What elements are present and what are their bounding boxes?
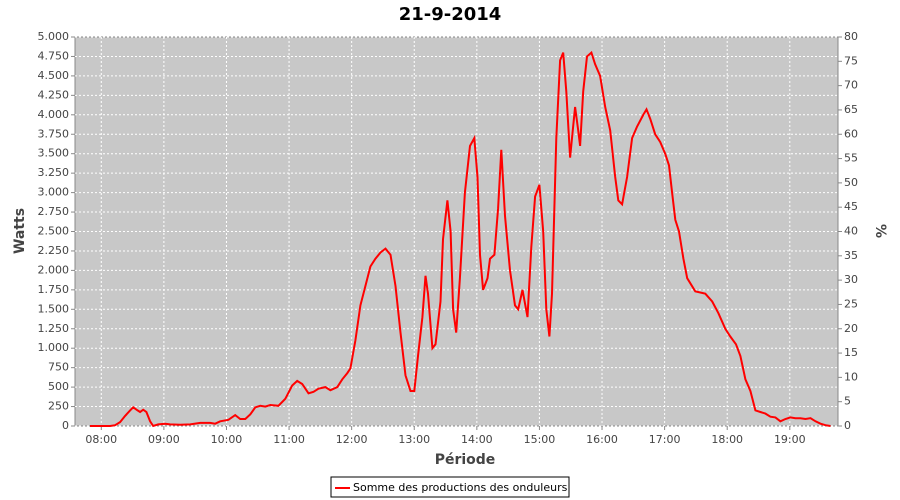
y-tick-label: 2.500 — [38, 225, 70, 238]
x-tick-label: 14:00 — [461, 433, 493, 446]
x-tick-label: 11:00 — [273, 433, 305, 446]
y-tick-label: 3.250 — [38, 166, 70, 179]
y-axis-label: Watts — [12, 208, 28, 254]
y-tick-label: 1.000 — [38, 341, 70, 354]
y-tick-label: 4.750 — [38, 49, 70, 62]
x-tick-label: 18:00 — [711, 433, 743, 446]
y2-tick-label: 35 — [844, 249, 858, 262]
x-axis-label: Période — [435, 452, 496, 468]
y2-tick-label: 5 — [844, 395, 851, 408]
y2-tick-label: 10 — [844, 370, 858, 383]
y2-tick-label: 30 — [844, 273, 858, 286]
y2-tick-label: 60 — [844, 127, 858, 140]
y2-tick-label: 65 — [844, 103, 858, 116]
x-tick-label: 12:00 — [336, 433, 368, 446]
y2-tick-label: 15 — [844, 346, 858, 359]
y2-tick-label: 50 — [844, 176, 858, 189]
x-tick-label: 16:00 — [586, 433, 618, 446]
y-tick-label: 2.750 — [38, 205, 70, 218]
y2-tick-label: 80 — [844, 30, 858, 43]
x-tick-label: 09:00 — [148, 433, 180, 446]
y-tick-label: 0 — [62, 419, 69, 432]
y2-tick-label: 0 — [844, 419, 851, 432]
x-tick-label: 08:00 — [85, 433, 117, 446]
y-tick-label: 250 — [48, 400, 69, 413]
y-tick-label: 1.500 — [38, 302, 70, 315]
legend — [330, 476, 570, 498]
x-tick-label: 10:00 — [211, 433, 243, 446]
y2-tick-label: 20 — [844, 322, 858, 335]
y-tick-label: 3.500 — [38, 147, 70, 160]
x-tick-label: 13:00 — [398, 433, 430, 446]
x-tick-label: 17:00 — [649, 433, 681, 446]
y-tick-label: 2.250 — [38, 244, 70, 257]
y-tick-label: 5.000 — [38, 30, 70, 43]
y-tick-label: 1.750 — [38, 283, 70, 296]
y-tick-label: 2.000 — [38, 263, 70, 276]
y2-axis-label: % — [872, 224, 888, 238]
x-tick-label: 19:00 — [774, 433, 806, 446]
y2-tick-label: 55 — [844, 152, 858, 165]
y-tick-label: 4.000 — [38, 108, 70, 121]
y-tick-label: 3.000 — [38, 186, 70, 199]
y-tick-label: 750 — [48, 361, 69, 374]
y2-tick-label: 70 — [844, 79, 858, 92]
y-tick-label: 4.500 — [38, 69, 70, 82]
legend-label: Somme des productions des onduleurs — [353, 481, 568, 494]
y2-tick-label: 40 — [844, 225, 858, 238]
x-tick-label: 15:00 — [524, 433, 556, 446]
y-tick-label: 1.250 — [38, 322, 70, 335]
y2-tick-label: 75 — [844, 54, 858, 67]
chart-title: 21-9-2014 — [399, 4, 502, 25]
y-tick-label: 500 — [48, 380, 69, 393]
y2-tick-label: 25 — [844, 297, 858, 310]
y2-tick-label: 45 — [844, 200, 858, 213]
y-tick-label: 4.250 — [38, 88, 70, 101]
data-line — [90, 50, 831, 428]
y-tick-label: 3.750 — [38, 127, 70, 140]
